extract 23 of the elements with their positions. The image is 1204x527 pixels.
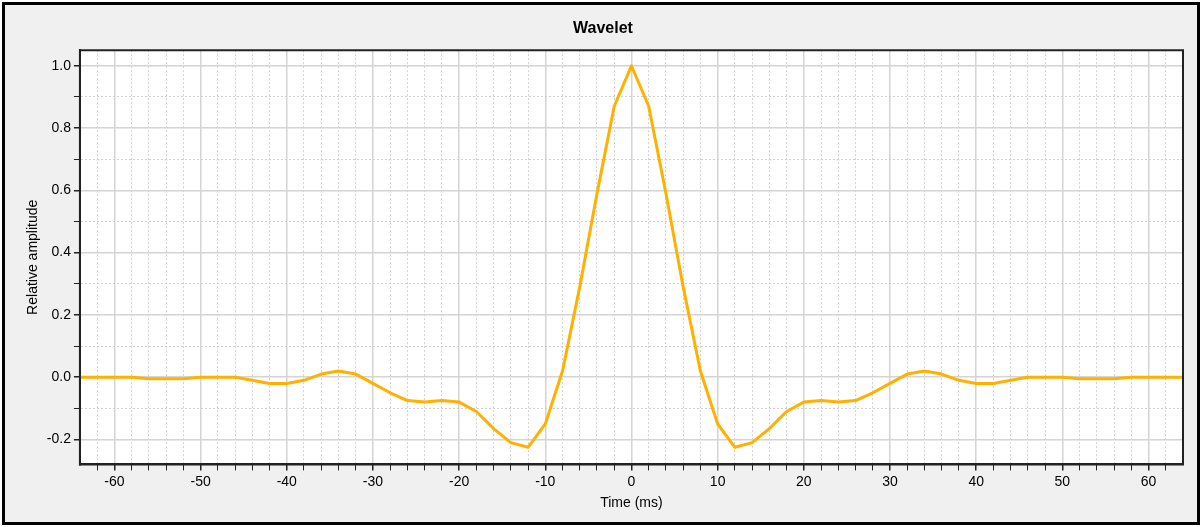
x-tick-label: 40	[968, 472, 985, 489]
x-tick-label: 0	[627, 472, 636, 489]
x-tick-label: -10	[535, 472, 556, 489]
x-tick-label: 30	[882, 472, 898, 489]
y-tick-label: 0.6	[51, 181, 72, 198]
x-tick-label: -60	[104, 472, 125, 489]
y-tick-label: 0.8	[51, 118, 72, 135]
x-tick-label: -40	[276, 472, 298, 489]
y-tick-label: 0.4	[51, 243, 72, 260]
y-tick-label: 1.0	[51, 56, 72, 73]
chart-title: Wavelet	[573, 19, 634, 37]
y-tick-label: 0.0	[51, 368, 72, 385]
x-tick-label: -50	[190, 472, 211, 489]
y-axis-title: Relative amplitude	[24, 199, 41, 315]
y-tick-label: 0.2	[51, 305, 72, 322]
x-tick-label: 10	[709, 472, 726, 489]
x-tick-label: -30	[362, 472, 384, 489]
x-tick-label: 20	[796, 472, 812, 489]
x-tick-label: 60	[1140, 472, 1157, 489]
x-axis-title: Time (ms)	[600, 494, 663, 511]
x-tick-label: 50	[1054, 472, 1071, 489]
x-tick-label: -20	[448, 472, 470, 489]
y-tick-label: -0.2	[46, 430, 72, 447]
